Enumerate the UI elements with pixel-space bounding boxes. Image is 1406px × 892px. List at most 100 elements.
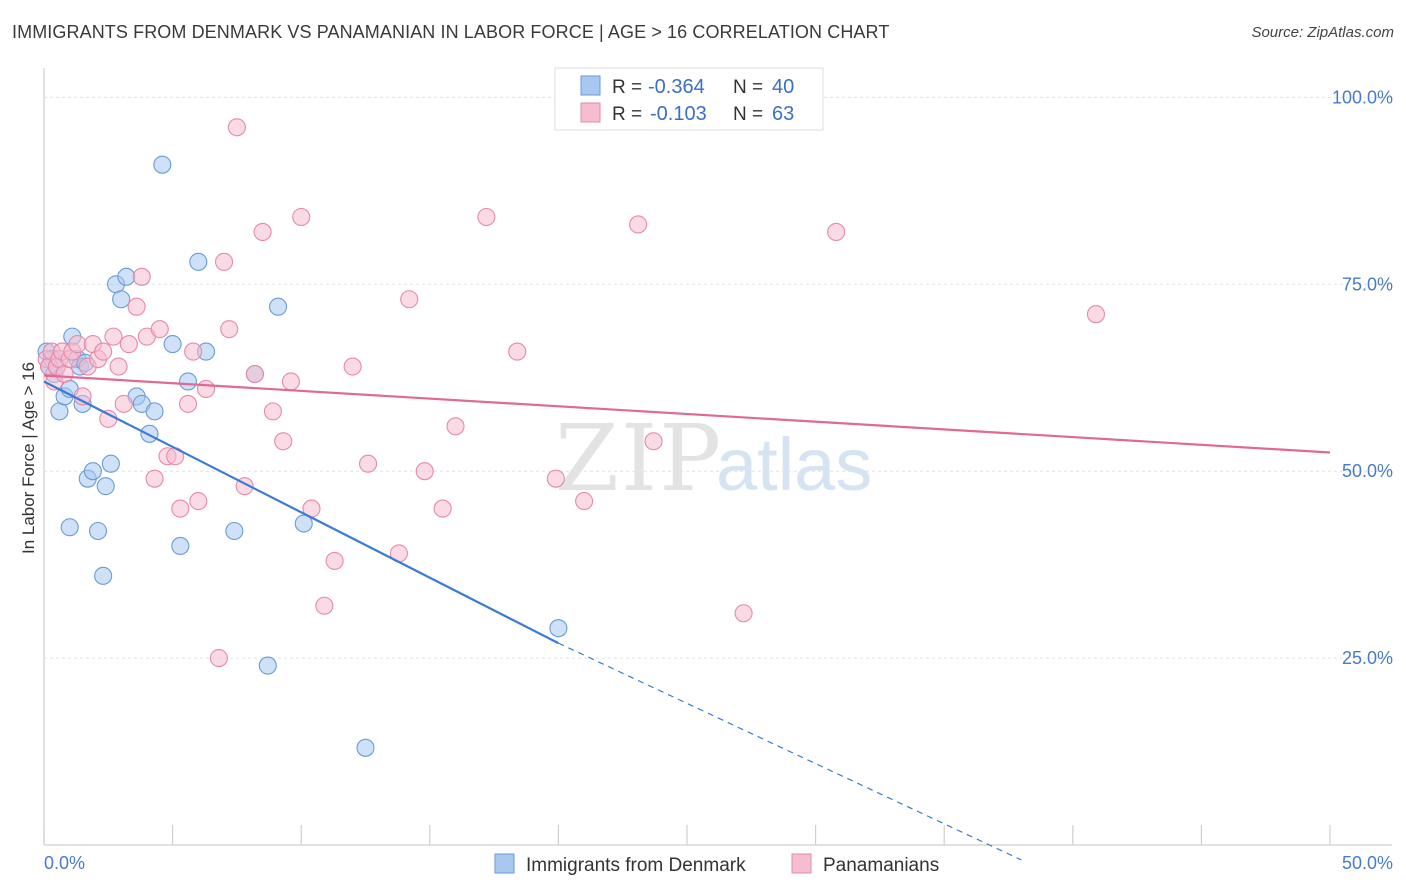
- point-panamanian-40: [263, 402, 282, 421]
- point-panamanian-51: [415, 462, 434, 481]
- point-panamanian-21: [127, 297, 146, 316]
- source-label: Source: ZipAtlas.com: [1251, 24, 1394, 41]
- stats-n-value-2: 63: [772, 103, 794, 125]
- point-denmark-16: [96, 477, 115, 496]
- point-denmark-29: [189, 252, 208, 271]
- chart-title: IMMIGRANTS FROM DENMARK VS PANAMANIAN IN…: [12, 22, 890, 42]
- point-denmark-20: [117, 267, 136, 286]
- point-panamanian-47: [343, 357, 362, 376]
- point-panamanian-28: [171, 499, 190, 518]
- legend-label-panamanians: Panamanians: [823, 855, 939, 876]
- point-denmark-38: [60, 518, 79, 537]
- stats-n-label-2: N =: [733, 104, 763, 125]
- point-panamanian-62: [1086, 305, 1105, 324]
- y-tick-label-1: 75.0%: [1342, 274, 1393, 294]
- point-panamanian-36: [227, 118, 246, 137]
- point-denmark-25: [153, 155, 172, 174]
- point-panamanian-11: [73, 387, 92, 406]
- point-panamanian-31: [189, 492, 208, 511]
- stats-n-value-1: 40: [772, 76, 794, 98]
- series-legend: Immigrants from Denmark Panamanians: [494, 853, 939, 876]
- point-denmark-27: [171, 536, 190, 556]
- point-panamanian-33: [209, 649, 228, 668]
- point-denmark-36: [356, 738, 375, 757]
- point-panamanian-59: [644, 432, 663, 451]
- point-panamanian-50: [400, 290, 419, 309]
- stats-r-value-1: -0.364: [648, 76, 705, 98]
- trend-line-immigrants-from-denmark: [43, 380, 559, 645]
- point-panamanian-19: [114, 394, 133, 413]
- y-tick-label-0: 100.0%: [1332, 87, 1393, 107]
- tick-labels: 100.0% 75.0% 50.0% 25.0% 0.0% 50.0%: [44, 87, 1393, 873]
- watermark-atlas: atlas: [716, 423, 872, 506]
- point-panamanian-29: [178, 394, 198, 413]
- point-panamanian-46: [325, 551, 344, 570]
- point-denmark-13: [83, 462, 102, 481]
- point-denmark-31: [225, 521, 244, 541]
- axes: [43, 68, 1392, 846]
- point-panamanian-53: [446, 417, 465, 436]
- point-panamanian-41: [274, 432, 293, 451]
- legend-swatch-immigrants-from-denmark: [494, 853, 515, 874]
- points-panamanians: [37, 118, 1105, 668]
- point-denmark-24: [145, 402, 164, 421]
- point-panamanian-16: [99, 409, 118, 428]
- legend-label-immigrants-from-denmark: Immigrants from Denmark: [526, 855, 746, 876]
- y-tick-label-3: 25.0%: [1342, 648, 1393, 668]
- stats-n-label-1: N =: [733, 77, 763, 98]
- point-denmark-26: [163, 335, 182, 354]
- point-denmark-19: [112, 290, 131, 309]
- point-denmark-28: [178, 372, 198, 391]
- point-panamanian-17: [104, 327, 123, 346]
- point-panamanian-39: [253, 222, 272, 242]
- point-panamanian-55: [508, 342, 527, 361]
- point-panamanian-25: [150, 320, 169, 339]
- point-denmark-37: [549, 619, 568, 638]
- stats-r-value-2: -0.103: [650, 103, 707, 125]
- legend-swatch-panamanians: [791, 853, 812, 874]
- point-denmark-14: [88, 521, 108, 541]
- point-denmark-33: [258, 656, 277, 675]
- point-panamanian-56: [546, 469, 565, 488]
- point-panamanian-58: [629, 215, 648, 234]
- point-panamanian-32: [196, 379, 216, 399]
- x-tick-label-0: 0.0%: [44, 853, 85, 873]
- point-panamanian-45: [315, 596, 334, 615]
- y-axis-label: In Labor Force | Age > 16: [19, 362, 38, 554]
- point-panamanian-20: [119, 335, 138, 354]
- point-panamanian-24: [145, 469, 164, 488]
- point-panamanian-43: [292, 207, 311, 227]
- point-panamanian-60: [734, 604, 753, 623]
- point-panamanian-42: [281, 372, 300, 391]
- point-panamanian-38: [245, 364, 264, 384]
- point-panamanian-52: [433, 499, 452, 518]
- point-denmark-15: [94, 566, 113, 585]
- point-panamanian-30: [184, 342, 203, 361]
- point-panamanian-61: [827, 222, 846, 242]
- trend-line-extension-immigrants-from-denmark: [558, 642, 1022, 861]
- stats-r-label-2: R =: [612, 104, 642, 125]
- point-denmark-34: [269, 297, 288, 316]
- trend-lines: [43, 374, 1331, 861]
- stats-swatch-immigrants-from-denmark: [580, 75, 601, 96]
- stats-legend: R = -0.364 N = 40 R = -0.103 N = 63: [554, 67, 824, 131]
- points-immigrants-from-denmark: [37, 155, 568, 757]
- point-denmark-17: [101, 454, 120, 473]
- point-panamanian-18: [109, 357, 128, 376]
- point-panamanian-35: [220, 320, 239, 339]
- point-panamanian-54: [477, 207, 496, 227]
- point-panamanian-34: [214, 252, 234, 271]
- point-denmark-23: [140, 424, 159, 443]
- point-panamanian-22: [132, 267, 151, 286]
- grid: [44, 96, 1392, 659]
- point-panamanian-48: [359, 454, 378, 473]
- point-panamanian-57: [575, 492, 594, 511]
- stats-r-label-1: R =: [612, 77, 642, 98]
- point-panamanian-10: [68, 335, 87, 354]
- stats-swatch-panamanians: [580, 102, 601, 123]
- x-tick-label-1: 50.0%: [1342, 853, 1393, 873]
- y-tick-label-2: 50.0%: [1342, 461, 1393, 481]
- trend-line-panamanians: [43, 374, 1331, 454]
- point-denmark-35: [294, 514, 313, 533]
